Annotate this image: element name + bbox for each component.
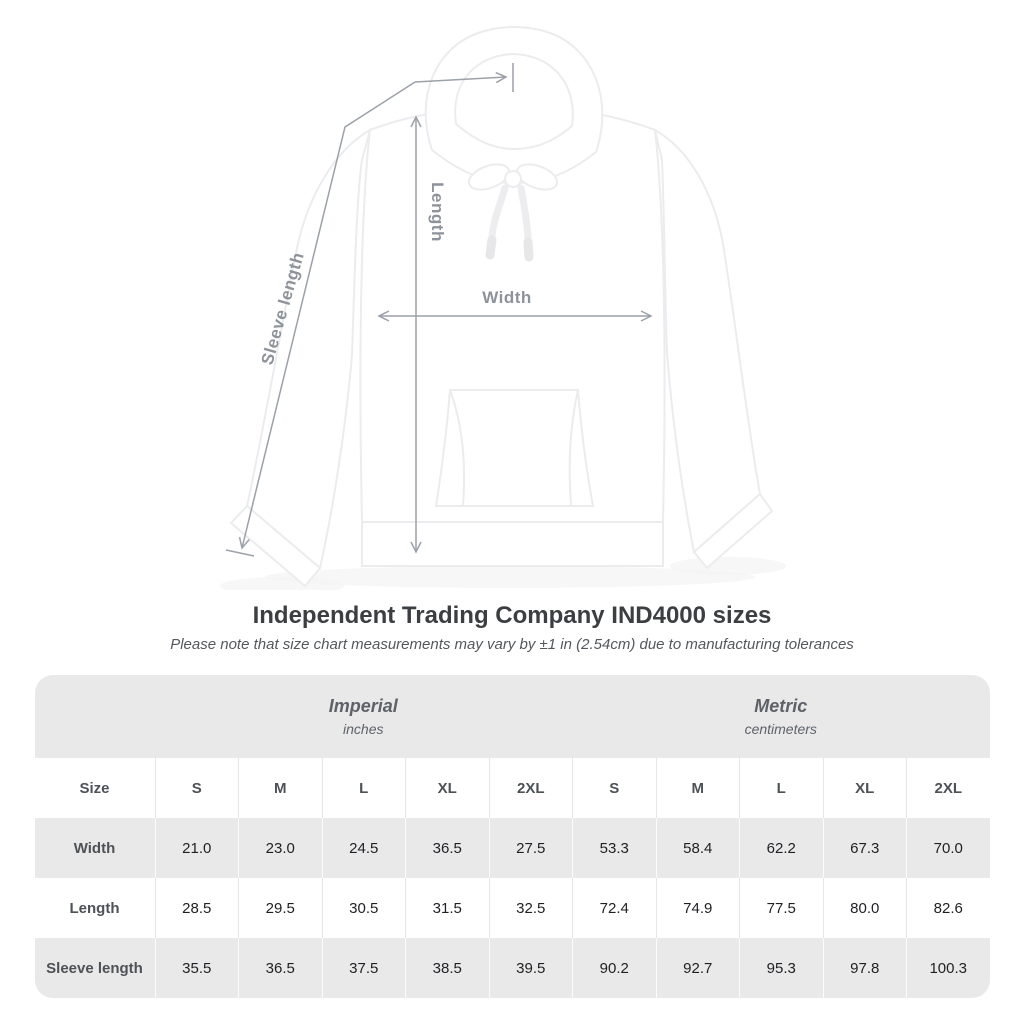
col-header: 2XL — [906, 758, 990, 818]
garment-shadow — [220, 557, 786, 590]
hoodie-illustration — [229, 26, 774, 588]
unit-band-row: Imperial inches Metric centimeters — [34, 675, 990, 758]
hoodie-pocket — [434, 389, 595, 507]
table-cell: 80.0 — [822, 878, 907, 938]
hoodie-waistband — [361, 521, 664, 567]
hoodie-drawstring-bow — [467, 163, 559, 262]
table-cell: 97.8 — [822, 938, 907, 998]
table-cell: 23.0 — [238, 818, 322, 878]
col-header: S — [154, 758, 239, 818]
col-header: S — [572, 758, 656, 818]
table-cell: 37.5 — [321, 938, 406, 998]
table-cell: 58.4 — [655, 818, 740, 878]
table-cell: 92.7 — [655, 938, 740, 998]
sleeve-measure-cuff-tick — [225, 549, 255, 557]
table-cell: 24.5 — [321, 818, 406, 878]
table-cell: 72.4 — [572, 878, 656, 938]
metric-label: Metric — [754, 696, 808, 716]
hoodie-left-cuff — [229, 504, 322, 588]
col-header: L — [739, 758, 823, 818]
col-header: L — [321, 758, 406, 818]
row-label: Width — [73, 839, 116, 857]
col-header: M — [238, 758, 322, 818]
table-cell: 100.3 — [906, 938, 990, 998]
imperial-unit-header: Imperial inches — [155, 675, 573, 758]
hoodie-pocket-seam-right — [568, 389, 579, 507]
table-cell: 21.0 — [154, 818, 239, 878]
table-cell: 77.5 — [739, 878, 823, 938]
size-header-cell: Size — [79, 779, 110, 797]
page-title: Independent Trading Company IND4000 size… — [252, 602, 772, 629]
table-cell: 74.9 — [655, 878, 740, 938]
table-row-length: Length 28.5 29.5 30.5 31.5 32.5 72.4 74.… — [34, 878, 990, 938]
table-cell: 39.5 — [488, 938, 573, 998]
table-cell: 53.3 — [572, 818, 656, 878]
size-chart-table: Imperial inches Metric centimeters Size … — [34, 675, 990, 998]
hoodie-diagram-svg: Length Width Sleeve length — [220, 26, 786, 590]
imperial-sublabel: inches — [343, 721, 384, 737]
table-cell: 32.5 — [488, 878, 573, 938]
table-row-width: Width 21.0 23.0 24.5 36.5 27.5 53.3 58.4… — [34, 818, 990, 878]
hoodie-measurement-diagram: Length Width Sleeve length — [220, 26, 786, 590]
table-row-sleeve-length: Sleeve length 35.5 36.5 37.5 38.5 39.5 9… — [34, 938, 990, 998]
table-cell: 30.5 — [321, 878, 406, 938]
col-header: XL — [405, 758, 489, 818]
sleeve-measure-line — [238, 81, 416, 550]
table-cell: 27.5 — [488, 818, 573, 878]
sleeve-measure-neck-segment — [414, 71, 508, 84]
table-cell: 62.2 — [739, 818, 823, 878]
imperial-label: Imperial — [328, 696, 398, 716]
table-cell: 29.5 — [238, 878, 322, 938]
table-cell: 31.5 — [405, 878, 489, 938]
table-cell: 82.6 — [906, 878, 990, 938]
table-cell: 90.2 — [572, 938, 656, 998]
table-cell: 70.0 — [906, 818, 990, 878]
table-cell: 28.5 — [154, 878, 239, 938]
col-header: M — [655, 758, 740, 818]
table-cell: 38.5 — [405, 938, 489, 998]
hoodie-right-cuff — [692, 492, 774, 570]
table-cell: 36.5 — [405, 818, 489, 878]
table-cell: 36.5 — [238, 938, 322, 998]
hoodie-right-sleeve — [653, 127, 762, 554]
metric-sublabel: centimeters — [744, 721, 817, 737]
table-cell: 95.3 — [739, 938, 823, 998]
col-header: XL — [822, 758, 907, 818]
row-label: Sleeve length — [46, 959, 143, 977]
length-measure-label: Length — [428, 182, 447, 242]
tolerance-note: Please note that size chart measurements… — [170, 636, 854, 653]
table-cell: 67.3 — [822, 818, 907, 878]
col-header: 2XL — [488, 758, 573, 818]
row-label: Length — [69, 899, 120, 917]
table-cell: 35.5 — [154, 938, 239, 998]
hoodie-pocket-seam-left — [449, 389, 466, 507]
metric-unit-header: Metric centimeters — [572, 675, 990, 758]
width-measure-label: Width — [482, 288, 532, 307]
size-header-row: Size S M L XL 2XL S M L XL 2XL — [34, 758, 990, 818]
